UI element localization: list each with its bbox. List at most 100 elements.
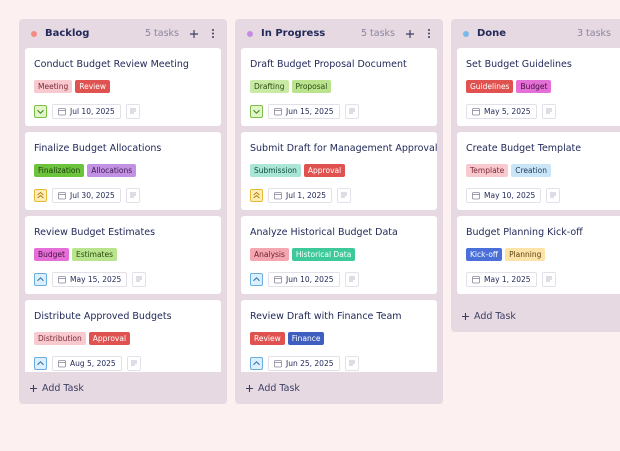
notes-icon[interactable] [344, 355, 359, 371]
tag: Budget [516, 80, 552, 93]
lines-glyph [136, 276, 143, 282]
task-title: Conduct Budget Review Meeting [34, 59, 189, 70]
calendar-icon [472, 275, 480, 283]
calendar-icon [58, 275, 66, 283]
tag-row: Kick-off Planning [466, 248, 620, 261]
priority-glyph [253, 109, 260, 114]
task-meta: Jul 1, 2025 [250, 187, 428, 203]
date-text: Jul 30, 2025 [70, 190, 115, 200]
tag-row: Review Finance [250, 332, 428, 345]
notes-icon[interactable] [541, 271, 556, 287]
task-count: 5 tasks [360, 28, 395, 39]
calendar-icon [58, 359, 66, 367]
due-date: May 15, 2025 [52, 271, 128, 287]
plus-icon [30, 384, 37, 392]
task-card[interactable]: Create Budget Template Template Creation Ma… [457, 132, 620, 210]
notes-icon[interactable] [132, 271, 147, 287]
task-title: Create Budget Template [466, 143, 582, 154]
lines-glyph [348, 108, 355, 114]
task-meta: Jul 10, 2025 [34, 103, 212, 119]
tag: Review [250, 332, 285, 345]
more-menu[interactable] [427, 28, 431, 39]
due-date: Jun 15, 2025 [268, 103, 340, 119]
calendar-icon [472, 191, 480, 199]
tag: Approval [303, 164, 346, 177]
column-header: Backlog 5 tasks [19, 19, 227, 48]
task-card[interactable]: Analyze Historical Budget Data Analysis Hi… [241, 216, 437, 294]
date-text: May 1, 2025 [484, 274, 531, 284]
task-list: Set Budget Guidelines Guidelines Budget May… [451, 48, 620, 300]
due-date: Jul 1, 2025 [268, 187, 333, 203]
notes-icon[interactable] [344, 271, 359, 287]
due-date: May 1, 2025 [466, 271, 537, 287]
task-meta: May 10, 2025 [466, 187, 620, 203]
notes-icon[interactable] [125, 103, 140, 119]
add-task-label: Add Task [42, 382, 84, 394]
column-title: Backlog [45, 28, 90, 39]
tag: Distribution [34, 332, 86, 345]
task-title: Submit Draft for Management Approval [250, 143, 438, 154]
column: In Progress 5 tasks Draft Budget Proposal … [235, 19, 443, 404]
task-card[interactable]: Review Draft with Finance Team Review Fina… [241, 300, 437, 372]
add-button[interactable] [189, 29, 199, 39]
tag: Approval [88, 332, 131, 345]
tag-row: Distribution Approval [34, 332, 212, 345]
calendar-icon [274, 107, 282, 115]
task-title: Set Budget Guidelines [466, 59, 572, 70]
notes-icon[interactable] [126, 355, 141, 371]
status-dot [463, 30, 469, 37]
tag: Historical Data [291, 248, 356, 261]
task-card[interactable]: Distribute Approved Budgets Distribution A… [25, 300, 221, 372]
priority-glyph [37, 109, 44, 114]
priority-icon [250, 104, 263, 118]
notes-icon[interactable] [541, 103, 556, 119]
notes-icon[interactable] [344, 103, 359, 119]
tag: Creation [511, 164, 551, 177]
status-dot [247, 30, 253, 37]
task-meta: May 15, 2025 [34, 271, 212, 287]
tag-row: Template Creation [466, 164, 620, 177]
task-card[interactable]: Submit Draft for Management Approval Subm… [241, 132, 438, 210]
lines-glyph [129, 108, 136, 114]
add-task[interactable]: Add Task [451, 300, 620, 332]
task-meta: Jun 25, 2025 [250, 355, 428, 371]
task-card[interactable]: Set Budget Guidelines Guidelines Budget May… [457, 48, 620, 126]
calendar-icon [472, 107, 480, 115]
add-task[interactable]: Add Task [235, 372, 443, 404]
tag: Analysis [250, 248, 289, 261]
add-button[interactable] [405, 29, 415, 39]
date-text: May 15, 2025 [70, 274, 122, 284]
tag-row: Finalization Allocations [34, 164, 212, 177]
notes-icon[interactable] [125, 187, 140, 203]
task-list: Draft Budget Proposal Document Drafting Pr… [235, 48, 443, 372]
priority-glyph [253, 191, 260, 198]
due-date: Jul 10, 2025 [52, 103, 121, 119]
task-card[interactable]: Conduct Budget Review Meeting Meeting Revi… [25, 48, 221, 126]
lines-glyph [341, 192, 348, 198]
date-text: Jul 1, 2025 [286, 190, 327, 200]
calendar-icon [274, 191, 282, 199]
task-card[interactable]: Review Budget Estimates Budget Estimates Ma… [25, 216, 221, 294]
more-menu[interactable] [211, 28, 215, 39]
task-card[interactable]: Finalize Budget Allocations Finalization A… [25, 132, 221, 210]
calendar-icon [58, 191, 66, 199]
task-card[interactable]: Budget Planning Kick-off Kick-off Planning… [457, 216, 620, 294]
task-title: Distribute Approved Budgets [34, 311, 172, 322]
calendar-icon [58, 107, 66, 115]
tag: Estimates [71, 248, 118, 261]
due-date: Jul 30, 2025 [52, 187, 121, 203]
tag: Allocations [87, 164, 137, 177]
tag-row: Analysis Historical Data [250, 248, 428, 261]
add-task-label: Add Task [474, 310, 516, 322]
notes-icon[interactable] [546, 187, 561, 203]
notes-icon[interactable] [337, 187, 352, 203]
task-title: Review Draft with Finance Team [250, 311, 402, 322]
task-card[interactable]: Draft Budget Proposal Document Drafting Pr… [241, 48, 437, 126]
task-meta: Jun 10, 2025 [250, 271, 428, 287]
column: Backlog 5 tasks Conduct Budget Review Meet… [19, 19, 227, 404]
column-header: In Progress 5 tasks [235, 19, 443, 48]
tag: Guidelines [466, 80, 514, 93]
add-task[interactable]: Add Task [19, 372, 227, 404]
priority-glyph [253, 276, 260, 281]
